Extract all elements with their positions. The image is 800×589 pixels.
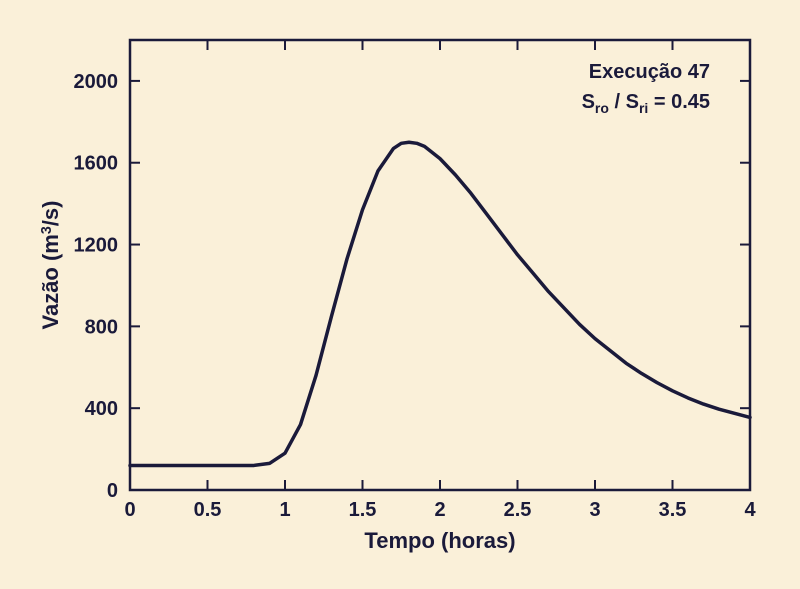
y-tick-label: 1600 [74, 153, 119, 175]
y-tick-label: 1200 [74, 235, 119, 257]
y-tick-label: 0 [107, 480, 118, 502]
x-tick-label: 3.5 [659, 499, 687, 521]
y-tick-label: 800 [85, 316, 118, 338]
x-axis-label: Tempo (horas) [364, 528, 515, 553]
y-axis-label: Vazão (m3/s) [38, 200, 63, 329]
x-tick-label: 4 [744, 499, 756, 521]
x-tick-label: 2 [434, 499, 445, 521]
x-tick-label: 3 [589, 499, 600, 521]
x-tick-label: 2.5 [504, 499, 532, 521]
y-tick-label: 2000 [74, 71, 119, 93]
y-tick-label: 400 [85, 398, 118, 420]
x-tick-label: 0 [124, 499, 135, 521]
chart-container: 0 0.5 1 1.5 2 2.5 3 3.5 4 0 400 800 1200 1600 2000 Temp… [0, 0, 800, 589]
x-tick-label: 1 [279, 499, 290, 521]
annotation-ratio: Sro / Sri = 0.45 [582, 91, 710, 116]
data-line [130, 142, 750, 465]
line-chart: 0 0.5 1 1.5 2 2.5 3 3.5 4 0 400 800 1200 1600 2000 Temp… [0, 0, 800, 589]
x-tick-label: 0.5 [194, 499, 222, 521]
annotation-run: Execução 47 [589, 61, 710, 83]
x-tick-label: 1.5 [349, 499, 377, 521]
